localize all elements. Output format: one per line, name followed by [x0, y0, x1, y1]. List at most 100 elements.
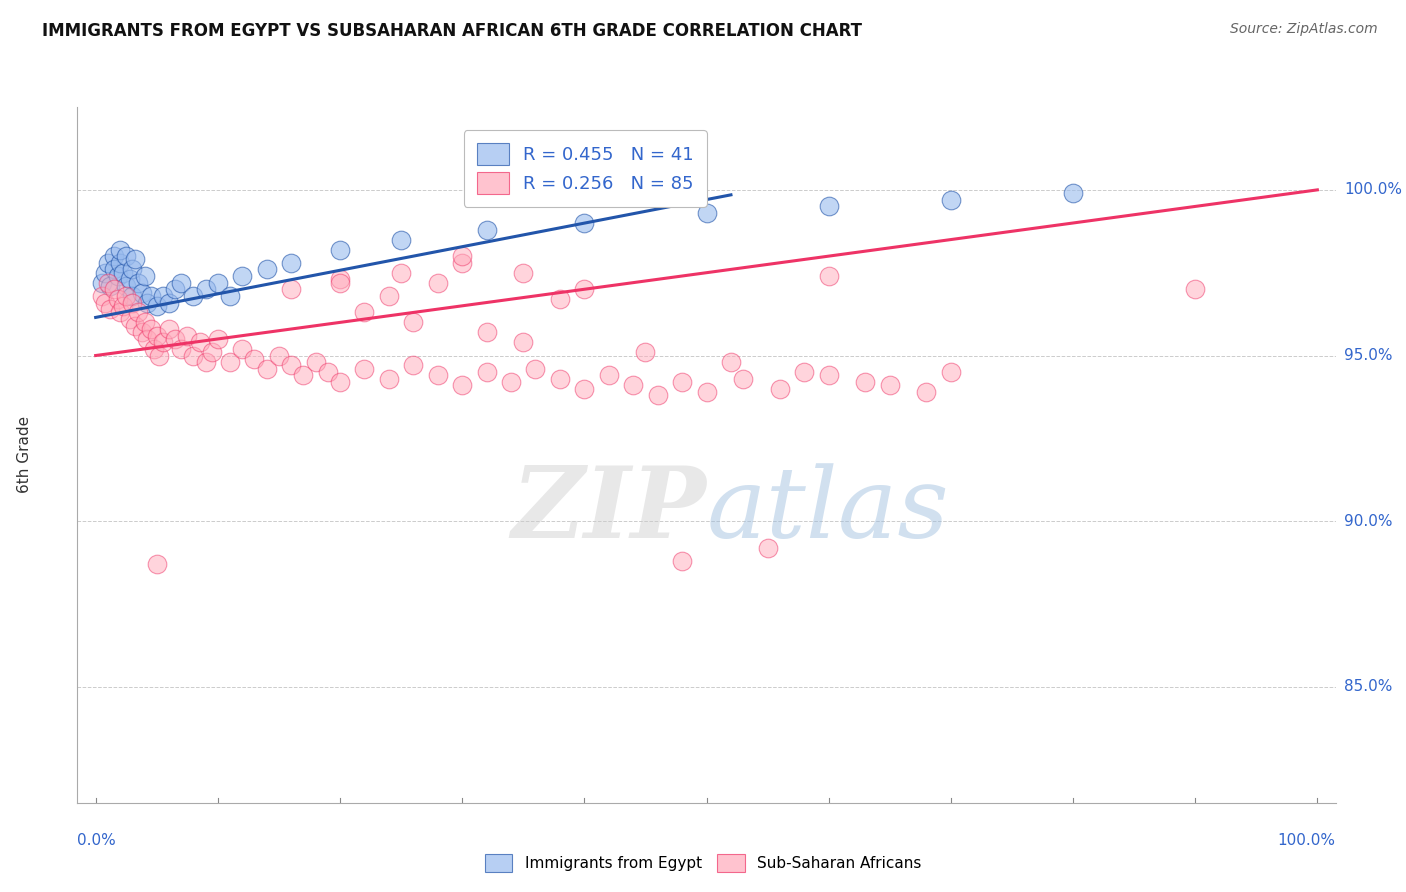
Point [111, 266, 134, 280]
Point [720, 355, 742, 369]
Point [756, 541, 779, 555]
Point [939, 193, 962, 207]
Point [733, 372, 755, 386]
Text: 95.0%: 95.0% [1344, 348, 1392, 363]
Point [548, 292, 571, 306]
Point [389, 233, 412, 247]
Point [207, 332, 229, 346]
Point [157, 322, 180, 336]
Text: atlas: atlas [707, 463, 949, 558]
Point [329, 276, 352, 290]
Point [329, 243, 352, 257]
Point [183, 349, 205, 363]
Text: 90.0%: 90.0% [1344, 514, 1392, 529]
Point [231, 342, 253, 356]
Point [97, 276, 120, 290]
Point [267, 349, 290, 363]
Point [451, 378, 474, 392]
Point [94, 266, 117, 280]
Point [165, 282, 187, 296]
Point [256, 361, 278, 376]
Point [98, 302, 121, 317]
Point [118, 312, 141, 326]
Point [145, 328, 167, 343]
Point [90, 276, 112, 290]
Point [671, 375, 693, 389]
Point [671, 554, 693, 568]
Point [817, 368, 839, 383]
Point [939, 365, 962, 379]
Point [188, 335, 211, 350]
Point [512, 266, 534, 280]
Point [426, 276, 449, 290]
Point [90, 289, 112, 303]
Point [118, 272, 141, 286]
Point [165, 332, 187, 346]
Point [304, 355, 326, 369]
Point [170, 276, 193, 290]
Point [280, 256, 302, 270]
Text: 100.0%: 100.0% [1278, 833, 1336, 848]
Point [183, 289, 205, 303]
Point [915, 384, 938, 399]
Point [145, 558, 167, 572]
Point [243, 351, 266, 366]
Text: Source: ZipAtlas.com: Source: ZipAtlas.com [1230, 22, 1378, 37]
Point [475, 326, 498, 340]
Text: 100.0%: 100.0% [1344, 182, 1402, 197]
Point [121, 295, 143, 310]
Point [574, 282, 596, 296]
Point [475, 365, 498, 379]
Point [145, 299, 167, 313]
Point [121, 289, 143, 303]
Point [793, 365, 815, 379]
Point [176, 328, 198, 343]
Point [108, 305, 131, 319]
Point [121, 262, 143, 277]
Point [769, 382, 792, 396]
Point [94, 295, 117, 310]
Point [647, 388, 669, 402]
Point [598, 368, 620, 383]
Point [378, 289, 401, 303]
Point [475, 222, 498, 236]
Point [131, 326, 153, 340]
Legend: R = 0.455   N = 41, R = 0.256   N = 85: R = 0.455 N = 41, R = 0.256 N = 85 [464, 130, 707, 207]
Point [107, 292, 129, 306]
Point [127, 305, 149, 319]
Point [115, 249, 138, 263]
Point [548, 372, 571, 386]
Point [111, 299, 134, 313]
Point [378, 372, 401, 386]
Point [329, 375, 352, 389]
Point [143, 342, 166, 356]
Point [139, 322, 162, 336]
Point [817, 199, 839, 213]
Point [402, 359, 425, 373]
Text: 6th Grade: 6th Grade [17, 417, 32, 493]
Point [512, 335, 534, 350]
Point [98, 279, 121, 293]
Point [426, 368, 449, 383]
Point [134, 268, 156, 283]
Text: ZIP: ZIP [512, 462, 707, 558]
Point [207, 276, 229, 290]
Point [353, 305, 375, 319]
Point [170, 342, 193, 356]
Point [451, 249, 474, 263]
Point [219, 355, 242, 369]
Point [139, 289, 162, 303]
Point [1062, 186, 1084, 201]
Point [136, 295, 159, 310]
Point [148, 349, 170, 363]
Point [152, 289, 174, 303]
Point [108, 256, 131, 270]
Text: IMMIGRANTS FROM EGYPT VS SUBSAHARAN AFRICAN 6TH GRADE CORRELATION CHART: IMMIGRANTS FROM EGYPT VS SUBSAHARAN AFRI… [42, 22, 862, 40]
Point [879, 378, 901, 392]
Point [524, 361, 547, 376]
Point [194, 355, 217, 369]
Point [134, 315, 156, 329]
Point [292, 368, 315, 383]
Point [103, 249, 125, 263]
Point [124, 318, 146, 333]
